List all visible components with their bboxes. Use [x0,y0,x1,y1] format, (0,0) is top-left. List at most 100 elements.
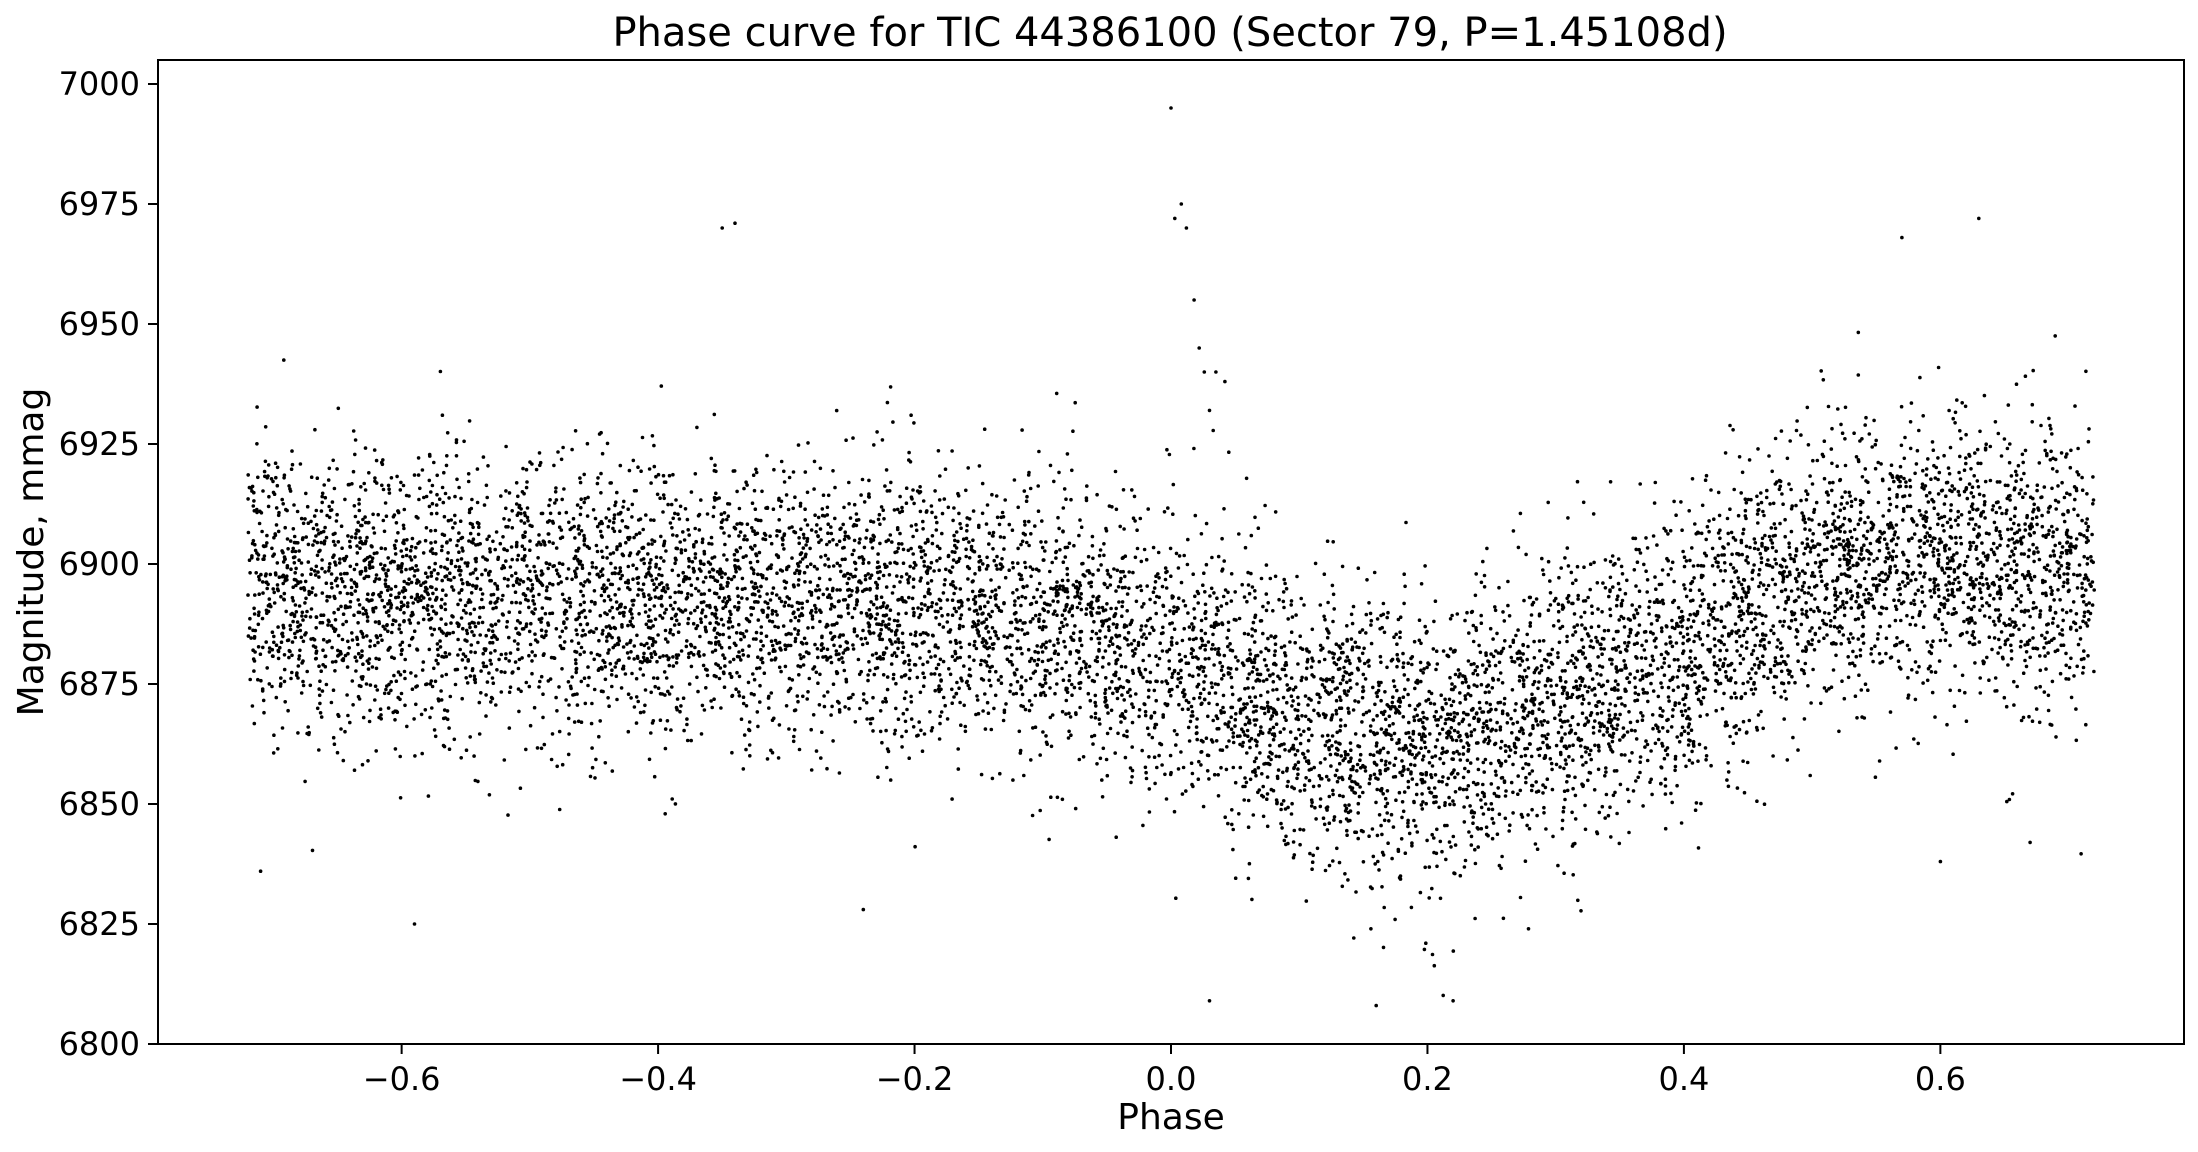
data-point [2055,570,2060,574]
data-point [1997,619,2001,623]
data-point [1154,574,1158,578]
data-point [314,656,319,661]
data-point [953,651,958,656]
data-point [578,622,583,627]
data-point [1560,826,1565,831]
data-point [600,451,605,456]
data-point [1285,683,1289,687]
data-point [1216,773,1220,777]
data-point [1421,710,1425,715]
data-point [1734,569,1739,573]
data-point [467,419,472,423]
data-point [1666,695,1671,699]
data-point [262,710,266,715]
data-point [517,709,521,714]
data-point [1479,826,1484,831]
data-point [999,515,1004,520]
data-point [2043,636,2047,640]
data-point [843,705,847,709]
data-point [1942,514,1947,519]
data-point [1253,515,1257,520]
data-point [1227,450,1231,455]
data-point [1821,618,1825,623]
data-point [1644,536,1648,540]
data-point [548,498,552,502]
data-point [689,490,694,494]
data-point [1073,806,1078,811]
data-point [1801,584,1805,589]
data-point [345,693,349,697]
data-point [407,577,411,581]
data-point [490,676,495,680]
data-point [764,634,769,638]
data-point [1688,588,1693,592]
data-point [1532,639,1536,644]
data-point [1959,513,1964,517]
data-point [412,629,417,633]
data-point [1427,865,1432,869]
data-point [1115,689,1119,694]
data-point [1971,630,1976,634]
data-point [1177,596,1181,600]
data-point [1478,650,1483,655]
data-point [303,633,307,637]
data-point [1224,767,1229,772]
data-point [663,812,667,816]
data-point [1361,712,1366,717]
data-point [1650,792,1654,797]
data-point [1430,886,1434,891]
data-point [286,547,290,551]
data-point [1753,617,1757,621]
data-point [1846,675,1851,680]
data-point [1201,804,1206,809]
data-point [668,628,673,632]
data-point [1544,736,1549,741]
data-point [1509,780,1514,785]
data-point [491,681,496,685]
data-point [1975,557,1979,561]
data-point [1542,811,1546,815]
data-point [917,615,921,620]
data-point [778,568,783,572]
data-point [866,673,870,677]
data-point [1044,640,1049,644]
data-point [1622,625,1627,629]
data-point [918,690,923,695]
data-point [1572,685,1576,690]
data-point [1275,687,1279,692]
data-point [2021,460,2025,465]
data-point [358,536,362,540]
data-point [1916,588,1920,593]
data-point [1109,708,1114,713]
data-point [1699,531,1704,536]
data-point [265,533,269,538]
data-point [1752,546,1757,551]
data-point [387,487,391,492]
data-point [300,573,305,577]
data-point [767,619,772,623]
data-point [638,667,643,671]
data-point [573,658,578,662]
data-point [1180,792,1185,796]
data-point [2069,448,2073,453]
data-point [1915,448,1920,453]
data-point [271,751,276,755]
data-point [1854,549,1858,553]
data-point [1410,841,1414,845]
data-point [1549,678,1553,682]
data-point [1118,684,1123,689]
data-point [1052,643,1056,648]
data-point [2006,527,2010,532]
data-point [253,548,258,553]
data-point [2091,475,2095,479]
data-point [1998,533,2002,538]
data-point [1098,548,1103,552]
data-point [1007,522,1012,527]
data-point [1432,714,1437,719]
data-point [622,610,626,615]
data-point [293,549,298,554]
data-point [1972,636,1977,640]
data-point [1894,554,1899,559]
data-point [1062,608,1067,613]
data-point [1457,787,1462,791]
